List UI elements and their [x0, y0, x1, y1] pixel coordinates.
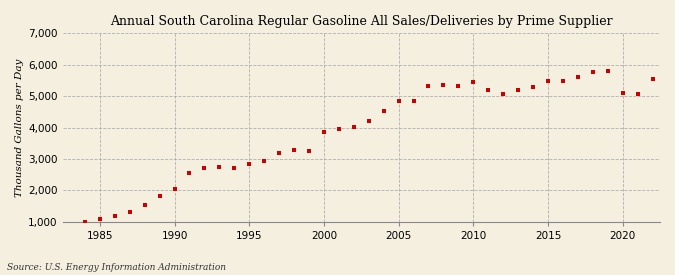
Point: [214, 165, 225, 170]
Y-axis label: Thousand Gallons per Day: Thousand Gallons per Day: [15, 58, 24, 197]
Point: [483, 88, 493, 92]
Text: Source: U.S. Energy Information Administration: Source: U.S. Energy Information Administ…: [7, 263, 225, 272]
Title: Annual South Carolina Regular Gasoline All Sales/Deliveries by Prime Supplier: Annual South Carolina Regular Gasoline A…: [110, 15, 613, 28]
Point: [394, 99, 404, 103]
Point: [244, 162, 254, 166]
Point: [497, 92, 508, 97]
Point: [468, 80, 479, 84]
Point: [438, 83, 449, 87]
Point: [154, 194, 165, 198]
Point: [333, 126, 344, 131]
Point: [348, 125, 359, 129]
Point: [199, 166, 210, 170]
Point: [169, 187, 180, 191]
Point: [273, 150, 284, 155]
Point: [647, 77, 658, 81]
Point: [602, 68, 613, 73]
Point: [229, 166, 240, 170]
Point: [587, 70, 598, 75]
Point: [378, 109, 389, 113]
Point: [513, 88, 524, 92]
Point: [80, 219, 90, 224]
Point: [572, 75, 583, 79]
Point: [632, 91, 643, 96]
Point: [109, 214, 120, 219]
Point: [319, 130, 329, 134]
Point: [65, 225, 76, 229]
Point: [289, 148, 300, 152]
Point: [95, 217, 105, 221]
Point: [423, 84, 434, 88]
Point: [304, 149, 315, 154]
Point: [558, 79, 568, 83]
Point: [363, 119, 374, 123]
Point: [259, 159, 269, 163]
Point: [528, 85, 539, 90]
Point: [124, 210, 135, 214]
Point: [617, 91, 628, 95]
Point: [139, 203, 150, 207]
Point: [184, 170, 195, 175]
Point: [453, 84, 464, 88]
Point: [543, 79, 554, 83]
Point: [408, 99, 419, 103]
